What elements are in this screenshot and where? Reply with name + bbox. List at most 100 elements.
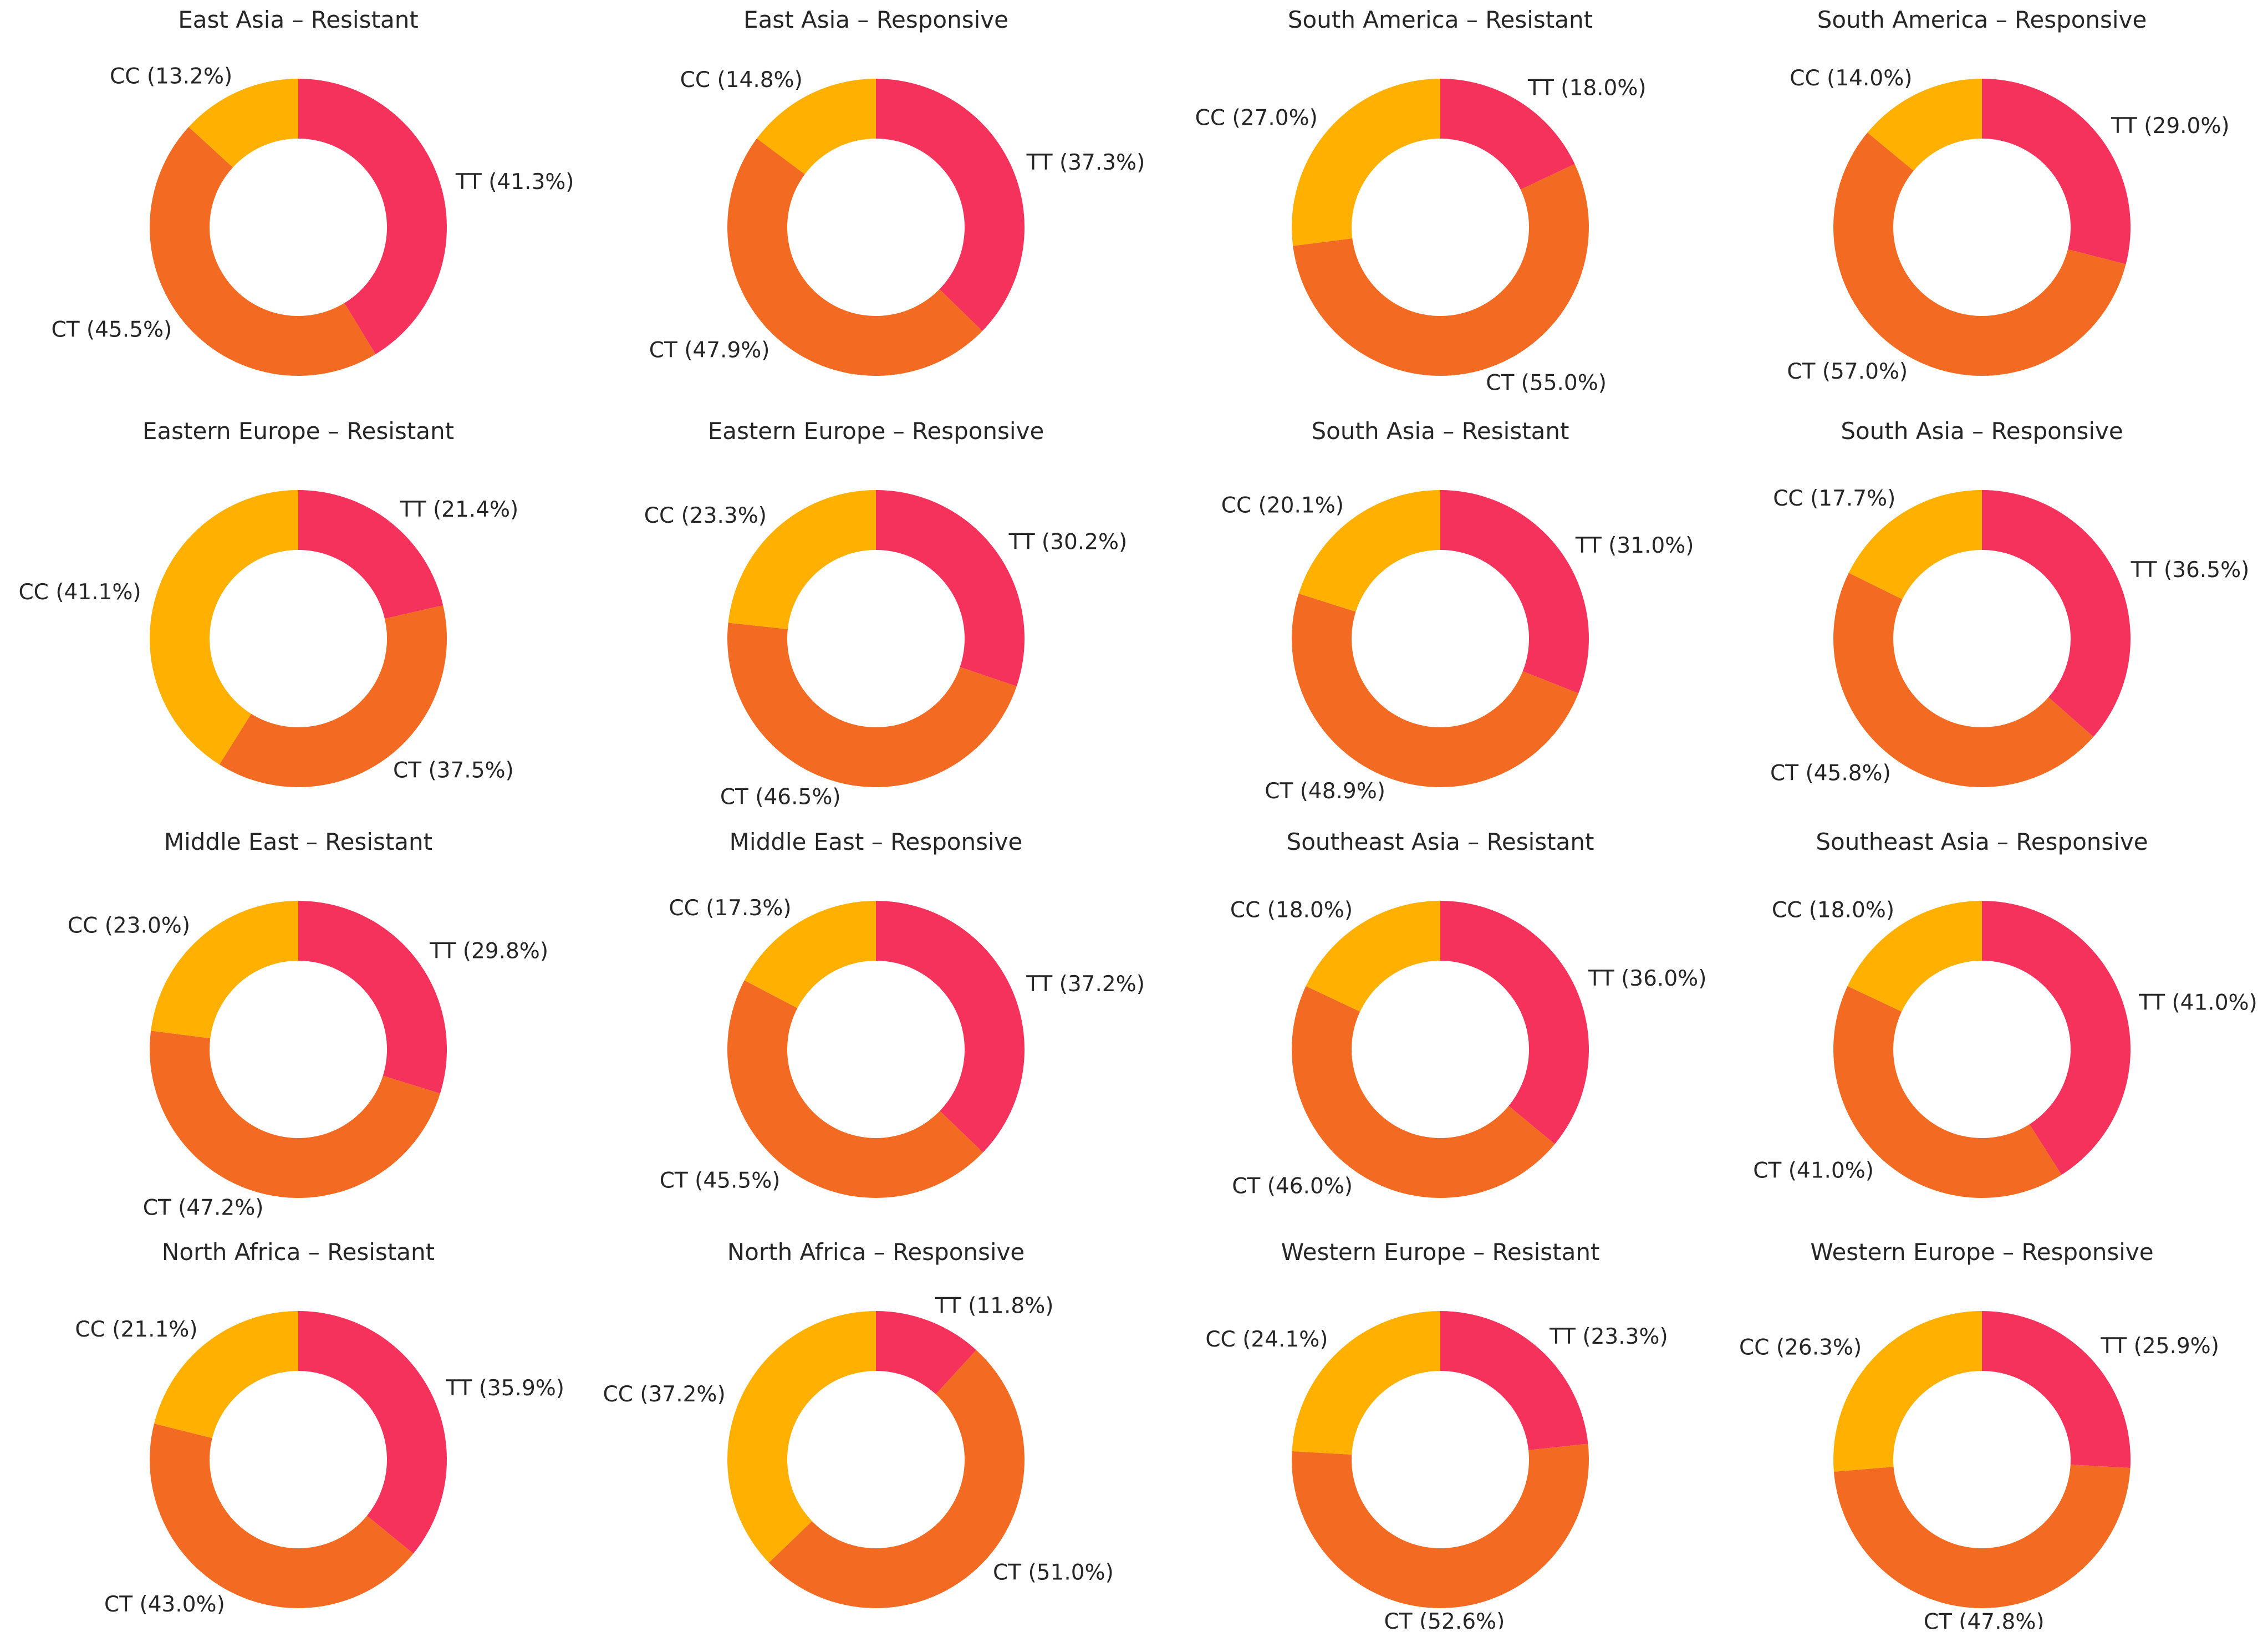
slice-label-cc: CC (27.0%): [1195, 106, 1318, 131]
slice-ct: [1833, 573, 2094, 788]
slice-label-cc: CC (23.3%): [644, 503, 767, 528]
donut-middle-east-resistant: Middle East – Resistant TT (29.8%) CT (47.…: [68, 828, 548, 1221]
slice-ct: [219, 605, 447, 788]
chart-title: South Asia – Resistant: [1312, 417, 1569, 445]
slice-label-cc: CC (18.0%): [1772, 898, 1894, 923]
chart-title: Eastern Europe – Resistant: [142, 417, 454, 445]
chart-title: Southeast Asia – Resistant: [1287, 828, 1594, 855]
slice-label-cc: CC (14.0%): [1790, 66, 1912, 91]
slice-label-tt: TT (18.0%): [1527, 76, 1647, 101]
chart-title: East Asia – Resistant: [178, 6, 419, 33]
slice-label-cc: CC (17.3%): [669, 896, 791, 921]
slice-ct: [1293, 164, 1589, 376]
slice-label-cc: CC (17.7%): [1773, 486, 1895, 511]
slice-label-ct: CT (46.5%): [720, 784, 841, 809]
slice-label-tt: TT (36.5%): [2131, 558, 2250, 583]
slice-ct: [1833, 132, 2126, 376]
slice-label-ct: CT (45.8%): [1770, 761, 1891, 786]
slice-ct: [1291, 986, 1555, 1198]
donut-east-asia-resistant: East Asia – Resistant TT (41.3%) CT (45.5%…: [51, 6, 574, 376]
slice-ct: [727, 623, 1017, 788]
chart-title: Western Europe – Resistant: [1281, 1238, 1600, 1266]
slice-tt: [1440, 1311, 1588, 1450]
slice-cc: [744, 901, 876, 1008]
slice-label-cc: CC (20.1%): [1221, 493, 1344, 518]
donut-east-asia-responsive: East Asia – Responsive TT (37.3%) CT (47.9…: [649, 6, 1145, 376]
slice-tt: [298, 901, 447, 1094]
slice-label-ct: CT (46.0%): [1232, 1174, 1353, 1198]
slice-label-cc: CC (24.1%): [1205, 1327, 1328, 1352]
slice-label-ct: CT (57.0%): [1787, 359, 1908, 384]
chart-title: South America – Resistant: [1288, 6, 1593, 33]
slice-ct: [1292, 1444, 1589, 1608]
slice-cc: [1867, 79, 1982, 171]
slice-label-cc: CC (14.8%): [680, 68, 803, 93]
slice-tt: [1982, 490, 2131, 737]
slice-cc: [1833, 1311, 1982, 1472]
slice-label-tt: TT (41.0%): [2138, 990, 2257, 1015]
donut-south-america-responsive: South America – Responsive TT (29.0%) CT (…: [1787, 6, 2229, 384]
slice-label-cc: CC (18.0%): [1230, 898, 1353, 923]
slice-label-ct: CT (47.9%): [649, 338, 770, 363]
donut-eastern-europe-responsive: Eastern Europe – Responsive TT (30.2%) CT …: [644, 417, 1127, 809]
slice-cc: [727, 1311, 876, 1563]
slice-ct: [727, 980, 983, 1198]
slice-tt: [876, 1311, 976, 1394]
slice-label-ct: CT (43.0%): [104, 1592, 225, 1617]
donut-eastern-europe-resistant: Eastern Europe – Resistant TT (21.4%) CT (…: [18, 417, 518, 788]
slice-label-tt: TT (29.8%): [429, 939, 548, 964]
slice-label-cc: CC (37.2%): [603, 1382, 726, 1407]
slice-cc: [188, 79, 298, 167]
slice-label-tt: TT (41.3%): [455, 170, 574, 195]
slice-ct: [150, 127, 376, 376]
slice-tt: [298, 490, 444, 619]
donut-north-africa-resistant: North Africa – Resistant TT (35.9%) CT (43…: [75, 1238, 564, 1617]
slice-tt: [1982, 1311, 2131, 1468]
slice-label-ct: CT (41.0%): [1753, 1159, 1874, 1184]
slice-tt: [298, 1311, 447, 1554]
slice-label-tt: TT (35.9%): [445, 1376, 564, 1401]
slice-ct: [727, 138, 982, 376]
slice-label-tt: TT (11.8%): [935, 1294, 1054, 1319]
slice-tt: [1440, 901, 1589, 1144]
slice-cc: [757, 79, 876, 175]
donut-southeast-asia-resistant: Southeast Asia – Resistant TT (36.0%) CT (…: [1230, 828, 1707, 1198]
slice-tt: [876, 489, 1025, 687]
slice-label-cc: CC (26.3%): [1739, 1335, 1862, 1360]
slice-label-ct: CT (47.8%): [1924, 1609, 2045, 1629]
slice-tt: [1440, 79, 1575, 190]
donut-south-asia-responsive: South Asia – Responsive TT (36.5%) CT (45.…: [1770, 417, 2250, 788]
slice-label-cc: CC (13.2%): [110, 64, 232, 89]
slice-label-ct: CT (51.0%): [993, 1560, 1114, 1585]
donut-south-america-resistant: South America – Resistant TT (18.0%) CT (5…: [1195, 6, 1647, 396]
chart-title: South America – Responsive: [1817, 6, 2147, 33]
slice-label-ct: CT (37.5%): [393, 758, 514, 783]
slice-label-tt: TT (37.3%): [1026, 150, 1145, 175]
slice-tt: [298, 79, 447, 354]
slice-label-ct: CT (52.6%): [1384, 1609, 1505, 1629]
slice-label-cc: CC (21.1%): [75, 1317, 197, 1342]
slice-label-cc: CC (23.0%): [68, 913, 190, 938]
donut-middle-east-responsive: Middle East – Responsive TT (37.2%) CT (45…: [660, 828, 1145, 1198]
slice-tt: [1982, 79, 2131, 264]
slice-label-ct: CT (47.2%): [143, 1196, 264, 1221]
slice-cc: [1847, 901, 1982, 1012]
slice-label-tt: TT (31.0%): [1575, 533, 1694, 558]
slice-label-tt: TT (37.2%): [1026, 972, 1145, 997]
slice-ct: [149, 1423, 414, 1608]
slice-ct: [1292, 593, 1579, 787]
slice-label-ct: CT (55.0%): [1486, 371, 1607, 396]
slice-tt: [876, 79, 1025, 332]
donut-western-europe-responsive: Western Europe – Responsive TT (25.9%) CT …: [1739, 1238, 2219, 1632]
slice-ct: [768, 1350, 1025, 1608]
slice-ct: [150, 1031, 440, 1198]
slice-label-tt: TT (25.9%): [2100, 1334, 2219, 1359]
slice-cc: [150, 489, 298, 765]
donut-southeast-asia-responsive: Southeast Asia – Responsive TT (41.0%) CT …: [1753, 828, 2257, 1198]
slice-label-ct: CT (45.5%): [660, 1169, 781, 1194]
slice-cc: [1292, 79, 1440, 246]
slice-tt: [876, 901, 1025, 1152]
slice-label-tt: TT (23.3%): [1549, 1324, 1668, 1349]
slice-label-tt: TT (30.2%): [1008, 530, 1128, 555]
